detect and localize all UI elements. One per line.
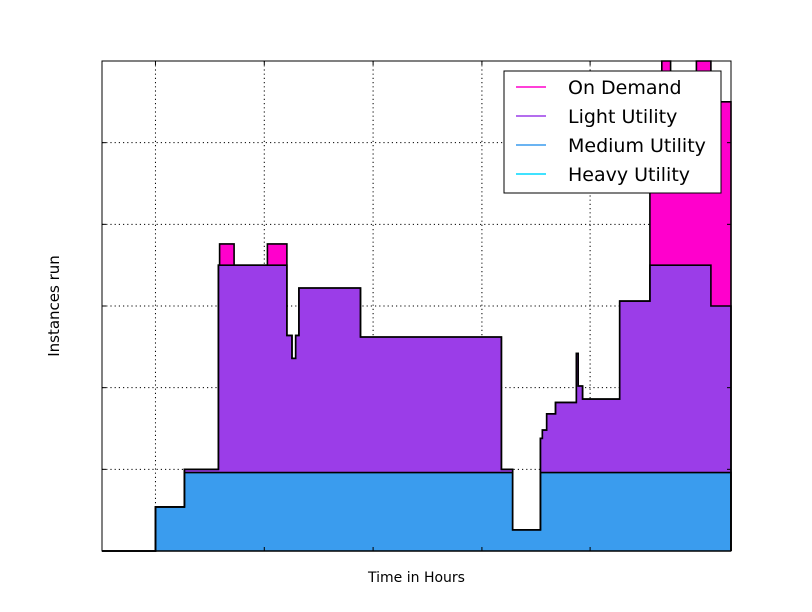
legend-label-light-utility: Light Utility	[568, 106, 677, 128]
y-axis-label: Instances run	[45, 255, 63, 357]
legend-label-medium-utility: Medium Utility	[568, 135, 706, 157]
series-outline-light-utility	[102, 264, 732, 552]
series-outline-medium-utility	[102, 471, 732, 552]
legend: On Demand Light Utility Medium Utility Heav…	[503, 70, 722, 194]
legend-box	[503, 70, 722, 194]
tick-layer	[102, 61, 731, 551]
series-area-medium-utility	[102, 472, 731, 551]
x-axis-label: Time in Hours	[367, 570, 465, 586]
legend-label-heavy-utility: Heavy Utility	[568, 164, 690, 186]
series-layer	[102, 61, 731, 551]
legend-label-on-demand: On Demand	[568, 77, 682, 99]
